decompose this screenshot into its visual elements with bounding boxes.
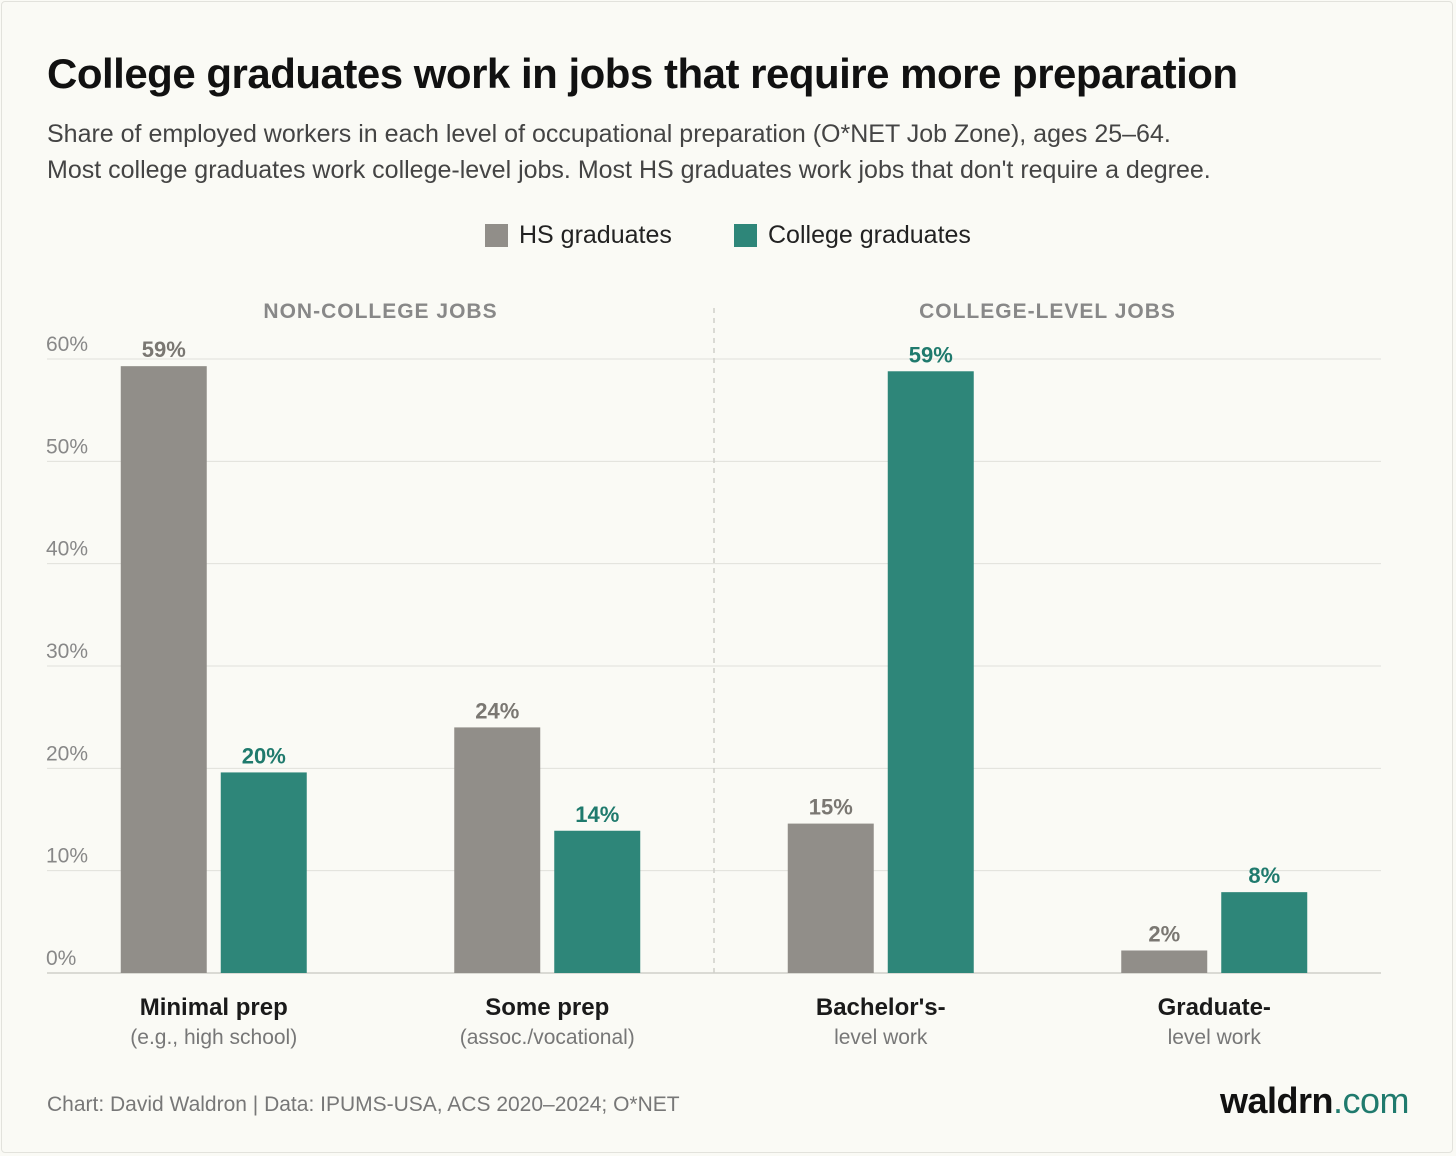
category-sublabel: level work (834, 1026, 928, 1049)
group-headers: NON-COLLEGE JOBS COLLEGE-LEVEL JOBS (263, 300, 1176, 323)
bar-college (220, 772, 307, 973)
y-tick-label: 50% (46, 435, 88, 458)
legend-item-college: College graduates (734, 218, 971, 252)
value-label: 59% (142, 337, 186, 362)
category-label: Minimal prep (140, 994, 288, 1021)
bar-hs (1121, 950, 1208, 973)
bar-hs (787, 823, 874, 973)
value-label: 2% (1148, 921, 1180, 946)
bar-college (887, 371, 974, 973)
value-label: 24% (475, 698, 519, 723)
value-label: 8% (1248, 863, 1280, 888)
brand-tld: .com (1332, 1080, 1410, 1121)
bars (120, 366, 1308, 973)
subtitle-line-1: Share of employed workers in each level … (47, 120, 1171, 148)
y-tick-label: 60% (46, 333, 88, 356)
brand-logo: waldrn.com (1219, 1080, 1410, 1122)
value-label: 15% (809, 795, 853, 820)
value-label: 20% (242, 743, 286, 768)
category-sublabel: (assoc./vocational) (460, 1026, 635, 1049)
legend-swatch-college (734, 223, 757, 247)
bar-college (1221, 892, 1308, 973)
bar-college (554, 830, 641, 973)
group-header: NON-COLLEGE JOBS (263, 300, 497, 323)
category-labels: Minimal prep (e.g., high school) Some prep… (130, 994, 1271, 1049)
legend-label-hs: HS graduates (519, 220, 672, 249)
category-sublabel: (e.g., high school) (130, 1026, 297, 1049)
legend-item-hs: HS graduates (485, 218, 672, 252)
value-label: 14% (575, 802, 619, 827)
y-tick-label: 40% (46, 538, 88, 561)
y-tick-label: 0% (46, 947, 76, 970)
category-label: Graduate- (1158, 994, 1271, 1021)
legend: HS graduates College graduates (0, 218, 1456, 252)
y-tick-label: 20% (46, 742, 88, 765)
category-sublabel: level work (1168, 1026, 1262, 1049)
bar-hs (454, 727, 541, 973)
chart-title: College graduates work in jobs that requ… (47, 50, 1238, 97)
category-label: Some prep (485, 994, 609, 1021)
chart-subtitle: Share of employed workers in each level … (47, 116, 1427, 188)
value-label: 59% (909, 342, 953, 367)
group-header: COLLEGE-LEVEL JOBS (919, 300, 1176, 323)
legend-label-college: College graduates (768, 220, 971, 249)
legend-swatch-hs (485, 223, 508, 247)
bar-hs (120, 366, 207, 973)
category-label: Bachelor's- (816, 994, 946, 1021)
y-tick-label: 10% (46, 845, 88, 868)
subtitle-line-2: Most college graduates work college-leve… (47, 156, 1211, 184)
source-note: Chart: David Waldron | Data: IPUMS-USA, … (47, 1093, 680, 1116)
brand-name: waldrn (1219, 1080, 1334, 1121)
y-axis-ticks: 0% 10% 20% 30% 40% 50% 60% (46, 333, 88, 970)
value-labels: 59% 20% 24% 14% 15% 59% 2% 8% (142, 337, 1280, 946)
bar-chart: 0% 10% 20% 30% 40% 50% 60% NON-COLLEGE JOBS COL… (46, 300, 1381, 1049)
y-tick-label: 30% (46, 640, 88, 663)
